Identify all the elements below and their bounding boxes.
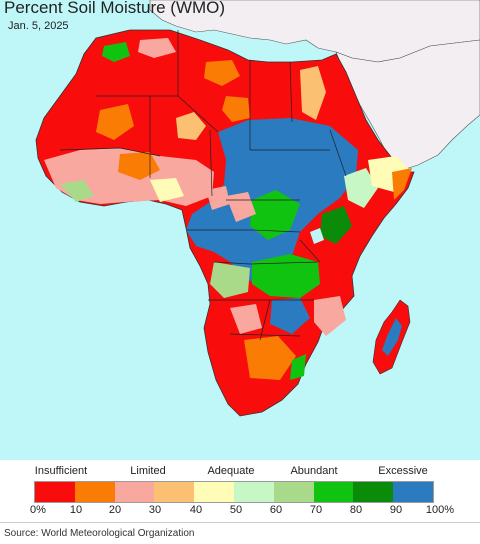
- legend-swatch: [313, 482, 354, 502]
- legend-swatch: [194, 482, 234, 502]
- angola-green: [210, 262, 250, 298]
- legend-swatch: [114, 482, 155, 502]
- nile-valley: [300, 66, 326, 120]
- maghreb-green: [102, 42, 130, 62]
- legend-tick: 10: [69, 504, 83, 516]
- legend-swatch: [353, 482, 394, 502]
- legend-category-adequate: Adequate: [207, 465, 255, 477]
- legend-tick: 0%: [30, 504, 46, 516]
- legend-tick: 50: [229, 504, 243, 516]
- sahel-orange: [118, 152, 160, 180]
- west-coast-green: [60, 180, 94, 202]
- legend-tick: 30: [148, 504, 162, 516]
- legend-category-excessive: Excessive: [378, 465, 428, 477]
- zambia-green: [252, 254, 320, 298]
- source-footer: Source: World Meteorological Organizatio…: [0, 522, 480, 544]
- legend-swatch: [74, 482, 115, 502]
- legend-color-bar: [34, 481, 434, 503]
- legend-tick: 60: [269, 504, 283, 516]
- country-borders: [59, 30, 347, 341]
- sahara-orange-patch-2: [222, 96, 250, 122]
- south-africa-orange: [244, 336, 296, 380]
- legend-tick: 80: [349, 504, 363, 516]
- legend-tick: 100%: [425, 504, 455, 516]
- legend-tick: 20: [108, 504, 122, 516]
- mozambique-pink: [314, 296, 346, 336]
- horn-orange: [392, 168, 412, 200]
- lake-victoria: [310, 228, 324, 244]
- maghreb-peach: [138, 38, 176, 58]
- congo-green-ring: [250, 190, 300, 240]
- zimbabwe-wet: [270, 298, 310, 334]
- soil-moisture-map: Percent Soil Moisture (WMO) Jan. 5, 2025: [0, 0, 480, 460]
- legend-swatch: [35, 482, 75, 502]
- legend-category-abundant: Abundant: [290, 465, 338, 477]
- east-pale: [344, 168, 378, 208]
- sahara-orange-patch: [96, 104, 134, 140]
- legend-swatch: [393, 482, 433, 502]
- natal-green: [290, 354, 306, 380]
- legend-swatch: [233, 482, 274, 502]
- legend-swatch: [273, 482, 314, 502]
- nigeria-pale: [150, 178, 184, 202]
- legend-tick: 40: [189, 504, 203, 516]
- legend: Insufficient Limited Adequate Abundant E…: [0, 460, 480, 522]
- legend-swatch: [154, 482, 195, 502]
- africa-map: [35, 0, 480, 417]
- legend-category-limited: Limited: [130, 465, 166, 477]
- map-date: Jan. 5, 2025: [8, 20, 69, 32]
- congo-pale: [226, 192, 256, 222]
- libya-orange: [204, 60, 240, 86]
- sahara-peach-patch: [176, 112, 206, 140]
- madagascar-east: [382, 318, 402, 356]
- east-highlands-green: [320, 206, 352, 244]
- map-title: Percent Soil Moisture (WMO): [4, 0, 226, 17]
- legend-tick: 70: [309, 504, 323, 516]
- kalahari-pink: [230, 304, 262, 334]
- legend-tick: 90: [389, 504, 403, 516]
- source-text: Source: World Meteorological Organizatio…: [4, 528, 195, 539]
- legend-category-insufficient: Insufficient: [34, 465, 88, 477]
